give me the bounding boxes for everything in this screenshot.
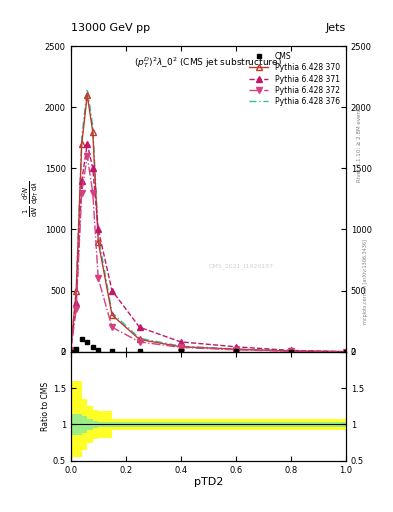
- Pythia 6.428 370: [85, 92, 90, 98]
- Text: 13000 GeV pp: 13000 GeV pp: [71, 23, 150, 33]
- CMS: [90, 344, 95, 350]
- CMS: [68, 349, 73, 355]
- Pythia 6.428 376: [343, 349, 348, 355]
- Pythia 6.428 372: [96, 275, 101, 282]
- Pythia 6.428 371: [233, 344, 238, 350]
- Pythia 6.428 370: [178, 344, 183, 350]
- Pythia 6.428 371: [90, 165, 95, 172]
- Pythia 6.428 370: [343, 349, 348, 355]
- CMS: [178, 348, 183, 354]
- Pythia 6.428 372: [343, 349, 348, 355]
- Pythia 6.428 376: [288, 348, 293, 354]
- Y-axis label: $\frac{1}{\mathrm{d}N}\;\frac{\mathrm{d}^2N}{\mathrm{d}p_T\,\mathrm{d}\lambda}$: $\frac{1}{\mathrm{d}N}\;\frac{\mathrm{d}…: [20, 181, 41, 217]
- Line: Pythia 6.428 371: Pythia 6.428 371: [68, 141, 349, 354]
- Y-axis label: Ratio to CMS: Ratio to CMS: [41, 381, 50, 431]
- Pythia 6.428 372: [288, 348, 293, 354]
- Pythia 6.428 371: [79, 178, 84, 184]
- Pythia 6.428 370: [90, 129, 95, 135]
- Pythia 6.428 376: [74, 285, 79, 291]
- Pythia 6.428 372: [178, 344, 183, 350]
- Text: $(p_T^D)^2\lambda\_0^2$ (CMS jet substructure): $(p_T^D)^2\lambda\_0^2$ (CMS jet substru…: [134, 55, 282, 70]
- Pythia 6.428 372: [137, 339, 142, 345]
- Pythia 6.428 376: [110, 309, 114, 315]
- Pythia 6.428 370: [79, 141, 84, 147]
- CMS: [137, 348, 142, 354]
- Pythia 6.428 372: [110, 324, 114, 330]
- Text: Jets: Jets: [325, 23, 346, 33]
- Text: CMS_2021_I1920187: CMS_2021_I1920187: [209, 263, 274, 269]
- CMS: [288, 349, 293, 355]
- Pythia 6.428 370: [74, 287, 79, 293]
- Pythia 6.428 376: [137, 335, 142, 342]
- Pythia 6.428 371: [137, 324, 142, 330]
- Pythia 6.428 370: [96, 239, 101, 245]
- Pythia 6.428 372: [233, 347, 238, 353]
- Pythia 6.428 376: [96, 232, 101, 239]
- CMS: [96, 347, 101, 353]
- Line: Pythia 6.428 372: Pythia 6.428 372: [68, 153, 349, 354]
- Pythia 6.428 371: [74, 300, 79, 306]
- Pythia 6.428 371: [288, 347, 293, 353]
- Pythia 6.428 371: [85, 141, 90, 147]
- Pythia 6.428 372: [79, 189, 84, 196]
- Pythia 6.428 371: [68, 347, 73, 353]
- Text: Rivet 3.1.10; ≥ 2.8M events: Rivet 3.1.10; ≥ 2.8M events: [357, 105, 362, 182]
- CMS: [74, 346, 79, 352]
- Line: Pythia 6.428 376: Pythia 6.428 376: [71, 89, 346, 352]
- Pythia 6.428 376: [178, 343, 183, 349]
- Pythia 6.428 371: [110, 287, 114, 293]
- Pythia 6.428 370: [110, 312, 114, 318]
- CMS: [85, 339, 90, 345]
- Pythia 6.428 371: [96, 226, 101, 232]
- CMS: [110, 348, 114, 354]
- Pythia 6.428 371: [178, 339, 183, 345]
- Pythia 6.428 372: [90, 189, 95, 196]
- Pythia 6.428 372: [68, 347, 73, 353]
- Pythia 6.428 370: [233, 346, 238, 352]
- Pythia 6.428 372: [74, 306, 79, 312]
- Text: mcplots.cern.ch [arXiv:1306.3436]: mcplots.cern.ch [arXiv:1306.3436]: [363, 239, 368, 324]
- Pythia 6.428 376: [90, 122, 95, 129]
- Line: CMS: CMS: [68, 337, 348, 354]
- Pythia 6.428 372: [85, 153, 90, 159]
- Pythia 6.428 371: [343, 349, 348, 355]
- Pythia 6.428 376: [79, 135, 84, 141]
- Pythia 6.428 376: [85, 86, 90, 92]
- Legend: CMS, Pythia 6.428 370, Pythia 6.428 371, Pythia 6.428 372, Pythia 6.428 376: CMS, Pythia 6.428 370, Pythia 6.428 371,…: [247, 50, 342, 109]
- Pythia 6.428 370: [288, 348, 293, 354]
- Line: Pythia 6.428 370: Pythia 6.428 370: [68, 92, 349, 354]
- Pythia 6.428 376: [233, 346, 238, 352]
- X-axis label: pTD2: pTD2: [194, 477, 223, 487]
- Pythia 6.428 370: [137, 336, 142, 343]
- CMS: [343, 349, 348, 355]
- CMS: [233, 348, 238, 354]
- Pythia 6.428 376: [68, 347, 73, 353]
- Pythia 6.428 370: [68, 347, 73, 353]
- CMS: [79, 336, 84, 343]
